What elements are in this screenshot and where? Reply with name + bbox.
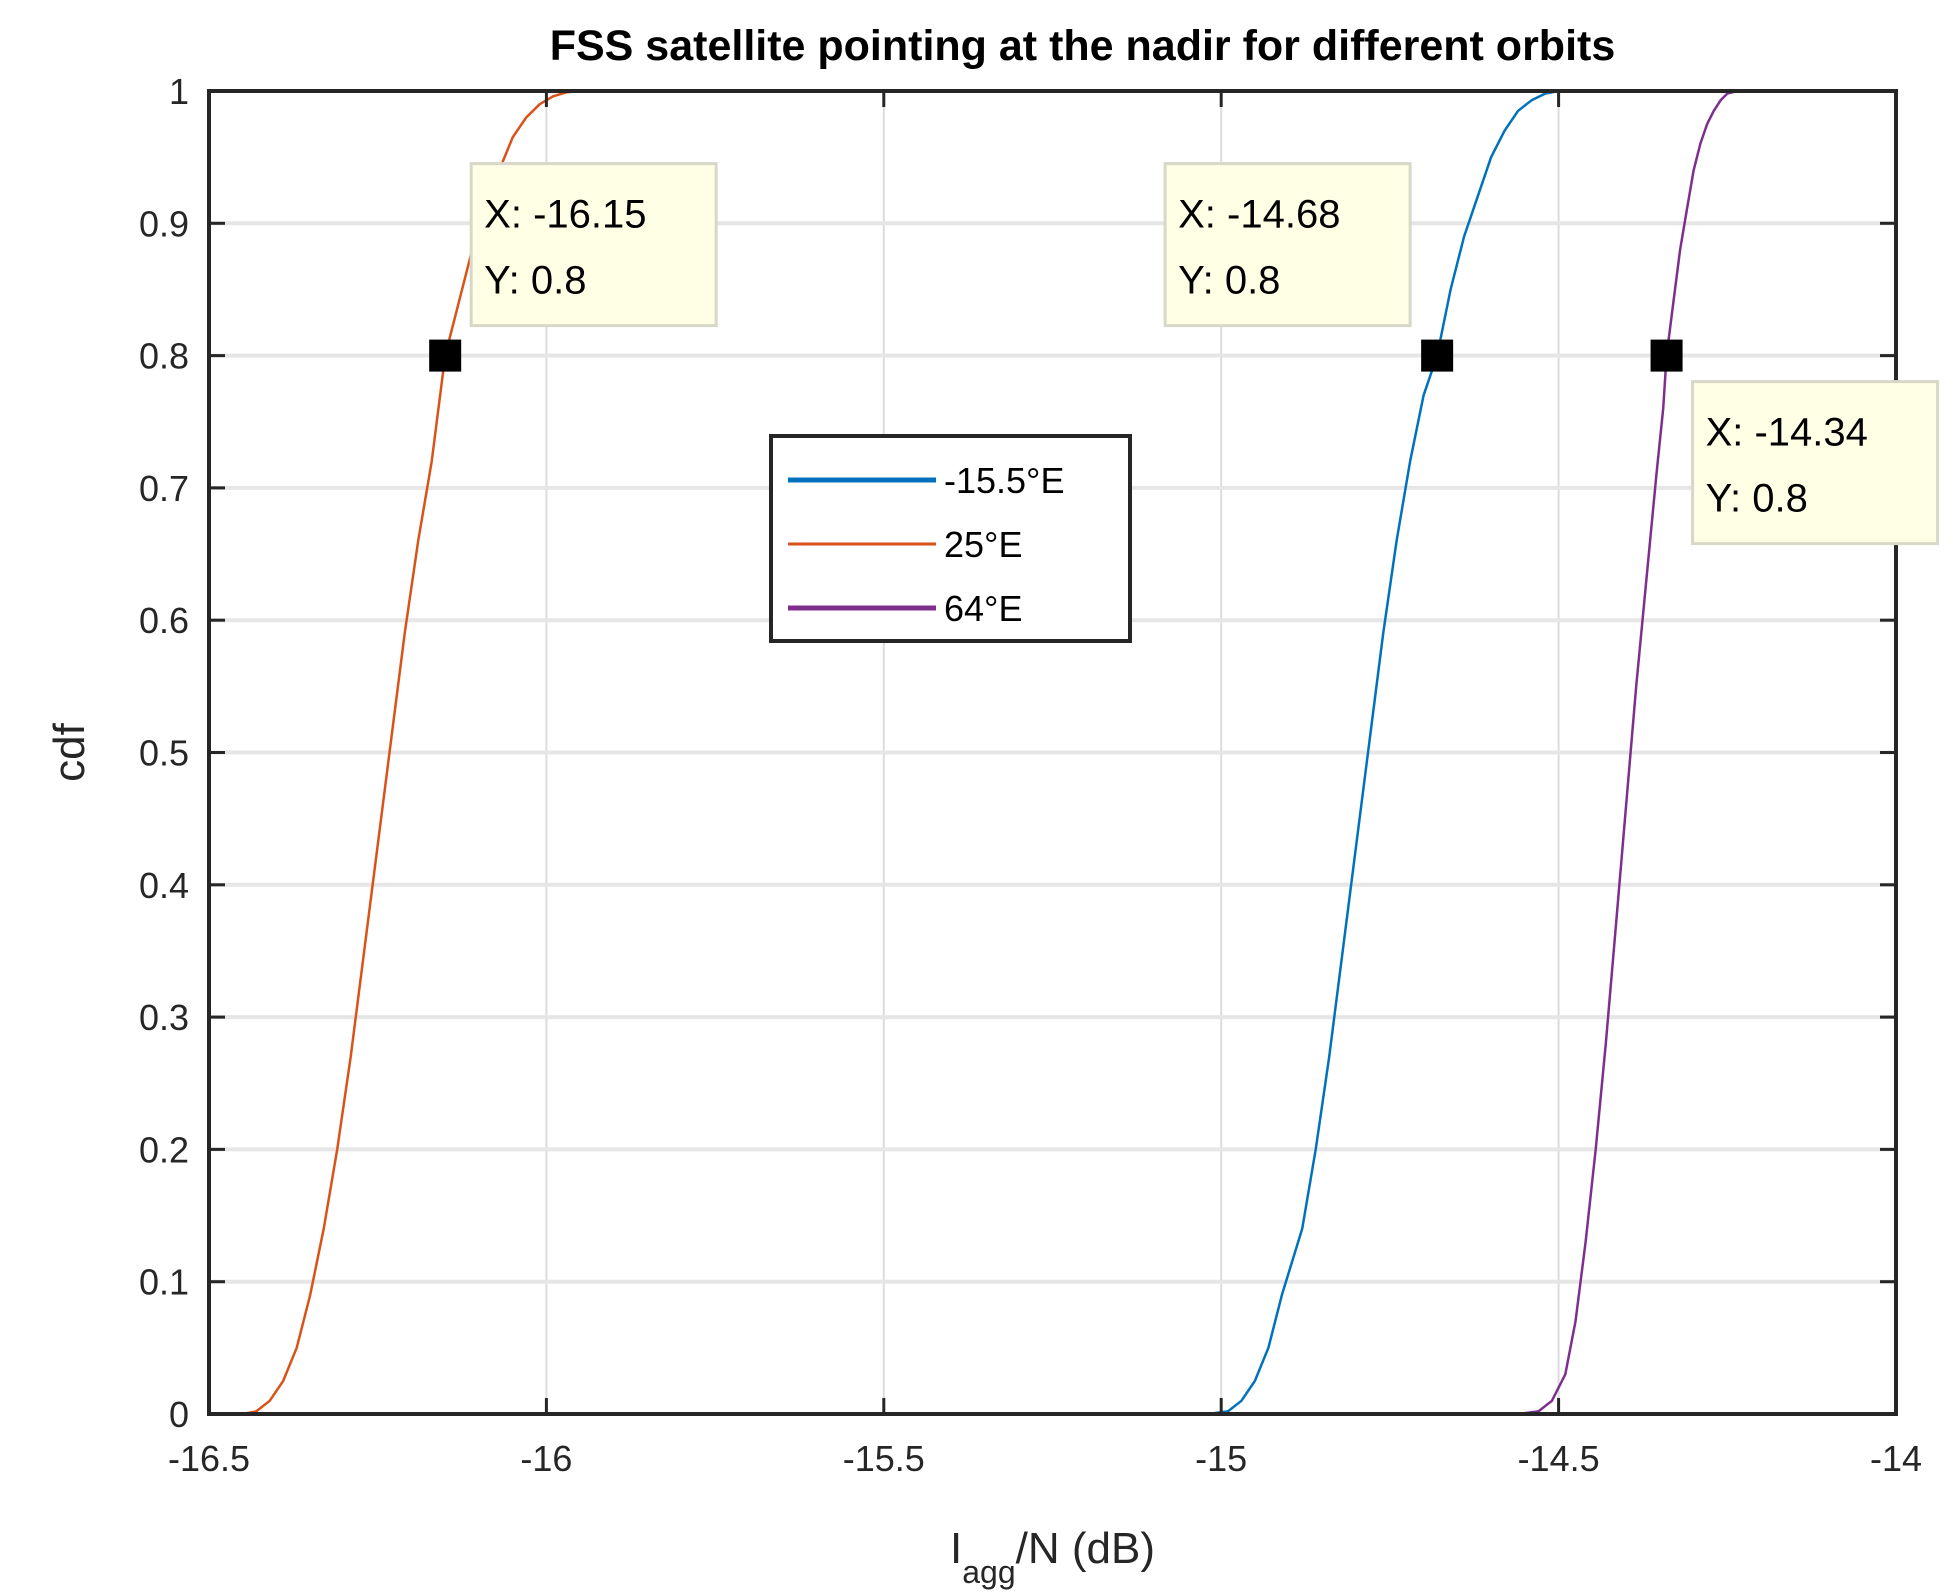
datatip-2: X: -14.34 Y: 0.8: [1691, 380, 1940, 546]
y-tick-label-1: 0.1: [139, 1262, 189, 1303]
legend: -15.5°E 25°E 64°E: [769, 434, 1132, 643]
x-tick-label-1: -16: [520, 1438, 572, 1479]
datatip-0: X: -16.15 Y: 0.8: [469, 162, 718, 328]
x-axis-label-main: I: [950, 1524, 962, 1573]
datatip-x-text-1: X: -14.68: [1178, 193, 1340, 237]
datatip-box-2: [1691, 380, 1940, 546]
datatip-x-text-0: X: -16.15: [484, 193, 646, 237]
y-tick-label-8: 0.8: [139, 336, 189, 377]
series-line-2: [1517, 89, 1761, 1416]
legend-label-2: 64°E: [944, 588, 1022, 629]
y-tick-label-4: 0.4: [139, 865, 189, 906]
datatip-x-text-2: X: -14.34: [1706, 411, 1868, 455]
datatip-box-1: [1163, 162, 1412, 328]
x-tick-label-2: -15.5: [843, 1438, 925, 1479]
x-tick-label-3: -15: [1195, 1438, 1247, 1479]
x-axis-label-subscript: agg: [962, 1554, 1015, 1590]
datatip-box-0: [469, 162, 718, 328]
series-line-0: [1207, 89, 1586, 1416]
datatip-marker-0: [429, 339, 462, 372]
datatip-y-text-1: Y: 0.8: [1178, 259, 1280, 303]
axis-ticks: -16.5 -16 -15.5 -15 -14.5 -14 0 0.1 0.2 0.3 0.4 0.5…: [139, 71, 1922, 1479]
datatip-1: X: -14.68 Y: 0.8: [1163, 162, 1412, 328]
datatip-marker-2: [1650, 339, 1683, 372]
y-tick-label-6: 0.6: [139, 600, 189, 641]
y-tick-label-3: 0.3: [139, 997, 189, 1038]
chart-title: FSS satellite pointing at the nadir for …: [550, 22, 1616, 70]
x-axis-label-rest: /N (dB): [1016, 1524, 1155, 1573]
y-tick-label-10: 1: [169, 71, 189, 112]
y-axis-label: cdf: [45, 722, 94, 781]
y-tick-label-0: 0: [169, 1394, 189, 1435]
datatip-y-text-2: Y: 0.8: [1706, 477, 1808, 521]
legend-label-1: 25°E: [944, 524, 1022, 565]
datatip-marker-1: [1421, 339, 1454, 372]
x-tick-label-0: -16.5: [168, 1438, 250, 1479]
y-tick-label-5: 0.5: [139, 733, 189, 774]
x-axis-label: Iagg/N (dB): [950, 1524, 1155, 1590]
datatip-y-text-0: Y: 0.8: [484, 259, 586, 303]
datatip-markers: [429, 339, 1683, 372]
x-tick-label-5: -14: [1870, 1438, 1922, 1479]
legend-label-0: -15.5°E: [944, 460, 1064, 501]
y-tick-label-2: 0.2: [139, 1129, 189, 1170]
datatips: X: -16.15 Y: 0.8 X: -14.68 Y: 0.8 X: -14.34 Y…: [469, 162, 1940, 546]
y-tick-label-9: 0.9: [139, 203, 189, 244]
y-tick-label-7: 0.7: [139, 468, 189, 509]
x-tick-label-4: -14.5: [1518, 1438, 1600, 1479]
